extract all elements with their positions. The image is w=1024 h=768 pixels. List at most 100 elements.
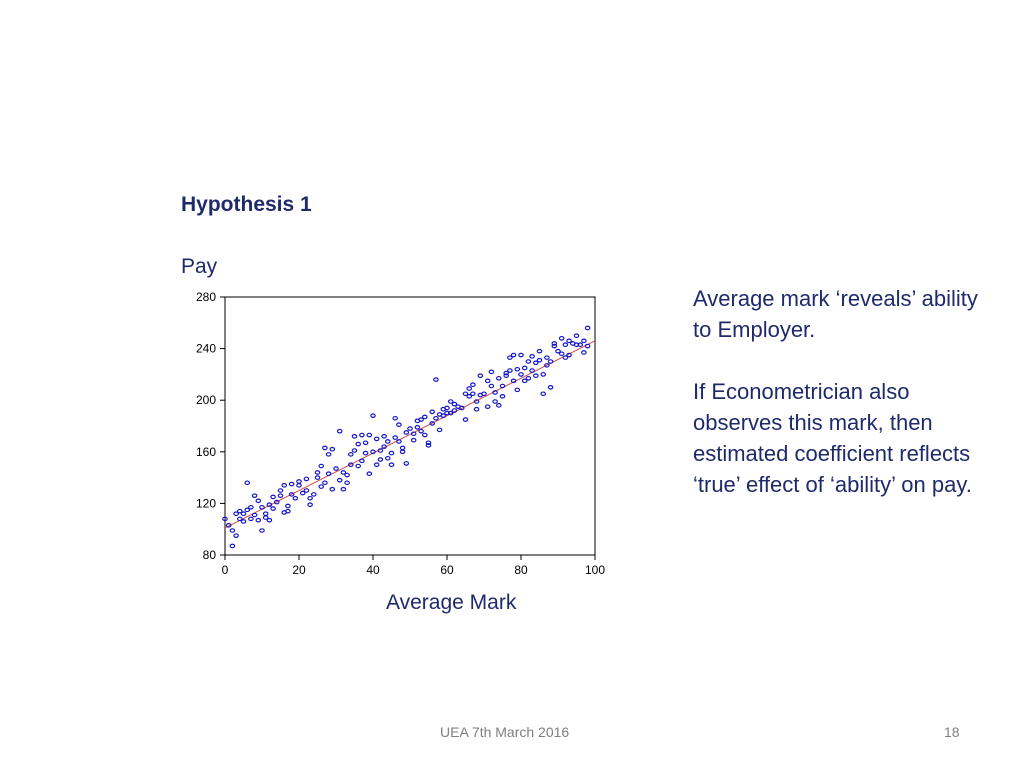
data-point xyxy=(314,470,321,475)
data-point xyxy=(233,511,239,517)
y-tick-label: 280 xyxy=(196,290,216,304)
data-point xyxy=(311,492,317,497)
data-point xyxy=(266,502,273,507)
data-point xyxy=(373,436,380,442)
y-tick-label: 80 xyxy=(203,548,217,562)
data-point xyxy=(322,480,328,486)
data-point xyxy=(444,410,450,416)
data-point xyxy=(410,431,417,437)
data-point xyxy=(566,352,572,358)
data-point xyxy=(422,432,428,438)
data-point xyxy=(325,471,332,477)
data-point xyxy=(581,338,587,344)
data-point xyxy=(225,523,232,528)
data-point xyxy=(255,498,262,504)
data-point xyxy=(407,426,413,431)
data-point xyxy=(351,434,358,439)
data-point xyxy=(366,432,373,438)
data-point xyxy=(414,424,421,430)
data-point xyxy=(510,352,517,358)
x-tick-label: 40 xyxy=(366,563,380,577)
data-point xyxy=(359,458,365,464)
data-point xyxy=(233,533,239,538)
data-point xyxy=(466,394,473,399)
data-point xyxy=(544,363,550,368)
data-point xyxy=(240,511,247,517)
fit-line xyxy=(224,340,596,529)
data-point xyxy=(433,377,439,382)
explanation-paragraph-2: If Econometrician also observes this mar… xyxy=(693,379,972,497)
data-point xyxy=(425,440,432,446)
data-point xyxy=(540,372,547,377)
data-point xyxy=(344,472,350,478)
data-point xyxy=(362,440,369,446)
explanation-text: Average mark ‘reveals’ ability to Employ… xyxy=(693,283,993,500)
data-point xyxy=(558,351,565,357)
data-point xyxy=(288,492,295,497)
data-point xyxy=(274,499,280,505)
data-point xyxy=(396,439,402,444)
data-point xyxy=(418,428,424,434)
data-point xyxy=(336,428,343,434)
data-point xyxy=(514,387,521,393)
data-point xyxy=(285,508,291,514)
data-point xyxy=(573,333,580,339)
data-point xyxy=(318,463,325,469)
data-point xyxy=(532,360,539,366)
data-point xyxy=(470,382,476,388)
x-tick-label: 0 xyxy=(222,563,229,577)
data-point xyxy=(237,508,243,514)
data-point xyxy=(244,480,251,486)
data-point xyxy=(325,452,332,457)
data-point xyxy=(377,457,384,462)
slide-title: Hypothesis 1 xyxy=(181,193,312,216)
data-point xyxy=(488,369,495,375)
data-point xyxy=(521,378,528,384)
data-point xyxy=(584,343,591,349)
x-axis-ticks: 0 20 40 60 80 100 xyxy=(222,555,605,577)
data-point xyxy=(440,413,447,418)
data-point xyxy=(259,528,265,533)
data-point xyxy=(462,417,469,422)
data-point xyxy=(521,365,528,371)
data-point xyxy=(473,399,480,404)
data-point xyxy=(314,475,321,480)
data-point xyxy=(262,515,269,520)
data-point xyxy=(503,370,510,376)
data-point xyxy=(392,415,399,421)
data-point xyxy=(259,504,265,510)
data-point xyxy=(581,350,587,355)
data-point xyxy=(566,338,572,344)
data-point xyxy=(370,449,376,455)
data-point xyxy=(255,517,262,523)
x-tick-label: 20 xyxy=(292,563,306,577)
data-point xyxy=(362,450,369,456)
data-point xyxy=(447,399,454,404)
data-point xyxy=(425,443,432,448)
data-point xyxy=(529,354,535,359)
data-point xyxy=(244,507,251,513)
data-point xyxy=(433,415,439,421)
data-point xyxy=(348,452,354,457)
data-point xyxy=(403,461,410,466)
data-point xyxy=(573,342,580,348)
data-point xyxy=(495,403,502,408)
data-point xyxy=(481,391,487,397)
data-point xyxy=(536,348,543,354)
data-point xyxy=(547,359,554,364)
data-point xyxy=(385,455,391,461)
data-point xyxy=(466,386,473,391)
data-point xyxy=(418,417,424,422)
data-point xyxy=(307,495,313,501)
data-point xyxy=(577,342,584,348)
data-point xyxy=(495,375,502,381)
data-point xyxy=(296,483,302,488)
data-point xyxy=(499,383,506,389)
data-point xyxy=(392,435,399,440)
data-point xyxy=(292,495,299,501)
data-point xyxy=(329,446,336,452)
data-point xyxy=(237,516,243,522)
data-point xyxy=(277,488,284,493)
data-point xyxy=(532,373,539,378)
data-point xyxy=(229,543,236,549)
